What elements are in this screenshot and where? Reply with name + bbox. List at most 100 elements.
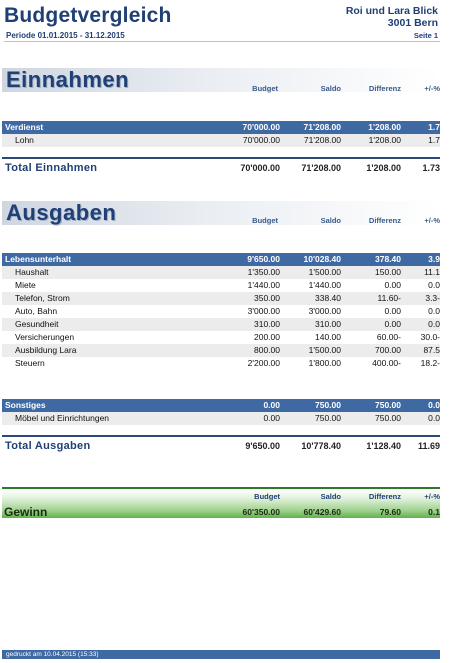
item-diff: 11.60- [377, 293, 401, 303]
item-diff: 150.00 [375, 267, 401, 277]
print-footer: gedruckt am 10.04.2015 (15:33) [2, 650, 440, 659]
table-row: Steuern 2'200.00 1'800.00 400.00- 18.2- [2, 357, 440, 370]
total-diff: 1'128.40 [366, 441, 401, 451]
total-budget: 9'650.00 [245, 441, 280, 451]
col-header-differenz: Differenz [368, 216, 401, 225]
group-pct: 3.9 [428, 254, 440, 264]
total-ausgaben-rule [2, 435, 440, 437]
item-budget: 2'200.00 [247, 358, 280, 368]
item-saldo: 3'000.00 [308, 306, 341, 316]
item-saldo: 750.00 [315, 413, 341, 423]
total-pct: 1.73 [422, 163, 440, 173]
item-diff: 60.00- [376, 332, 401, 342]
gewinn-header-saldo: Saldo [320, 492, 341, 501]
item-budget: 3'000.00 [247, 306, 280, 316]
total-saldo: 71'208.00 [301, 163, 341, 173]
gewinn-label: Gewinn [4, 505, 48, 519]
gewinn-budget: 60'350.00 [242, 507, 280, 517]
item-diff: 750.00 [375, 413, 401, 423]
group-budget: 70'000.00 [242, 122, 280, 132]
table-row: Miete 1'440.00 1'440.00 0.00 0.0 [2, 279, 440, 292]
col-header-budget: Budget [252, 84, 278, 93]
gewinn-header-differenz: Differenz [368, 492, 401, 501]
group-diff: 378.40 [375, 254, 401, 264]
total-einnahmen-row: Total Einnahmen 70'000.00 71'208.00 1'20… [2, 160, 440, 176]
item-pct: 1.7 [428, 135, 440, 145]
group-budget: 0.00 [263, 400, 280, 410]
total-einnahmen-rule [2, 157, 440, 159]
ausgaben-band [2, 201, 440, 225]
owner-name: Roi und Lara Blick [345, 5, 438, 17]
item-label: Ausbildung Lara [15, 345, 77, 355]
item-pct: 0.0 [428, 413, 440, 423]
item-saldo: 71'208.00 [303, 135, 341, 145]
group-diff: 750.00 [375, 400, 401, 410]
col-header-budget: Budget [252, 216, 278, 225]
item-diff: 0.00 [384, 280, 401, 290]
item-label: Telefon, Strom [15, 293, 70, 303]
total-ausgaben-row: Total Ausgaben 9'650.00 10'778.40 1'128.… [2, 438, 440, 454]
report-title: Budgetvergleich [4, 4, 172, 27]
gewinn-band: Budget Saldo Differenz +/-% Gewinn 60'35… [2, 487, 440, 519]
item-budget: 1'440.00 [247, 280, 280, 290]
table-row: Versicherungen 200.00 140.00 60.00- 30.0… [2, 331, 440, 344]
gewinn-header-pct: +/-% [424, 492, 440, 501]
group-saldo: 10'028.40 [303, 254, 341, 264]
group-pct: 0.0 [428, 400, 440, 410]
item-budget: 70'000.00 [242, 135, 280, 145]
group-row-verdienst: Verdienst 70'000.00 71'208.00 1'208.00 1… [2, 121, 440, 134]
group-saldo: 750.00 [315, 400, 341, 410]
header-divider [4, 41, 440, 42]
item-saldo: 1'800.00 [308, 358, 341, 368]
gewinn-pct: 0.1 [428, 507, 440, 517]
item-label: Miete [15, 280, 36, 290]
item-label: Steuern [15, 358, 45, 368]
total-label: Total Einnahmen [5, 162, 98, 174]
page-number: Seite 1 [413, 31, 438, 40]
owner-city: 3001 Bern [387, 17, 438, 29]
item-diff: 0.00 [384, 319, 401, 329]
table-row: Lohn 70'000.00 71'208.00 1'208.00 1.7 [2, 134, 440, 147]
item-saldo: 140.00 [315, 332, 341, 342]
group-diff: 1'208.00 [368, 122, 401, 132]
total-diff: 1'208.00 [366, 163, 401, 173]
einnahmen-band [2, 68, 440, 92]
item-pct: 0.0 [428, 280, 440, 290]
table-row: Haushalt 1'350.00 1'500.00 150.00 11.1 [2, 266, 440, 279]
group-row-sonstiges: Sonstiges 0.00 750.00 750.00 0.0 [2, 399, 440, 412]
item-pct: 0.0 [428, 306, 440, 316]
item-saldo: 1'500.00 [308, 267, 341, 277]
item-budget: 350.00 [254, 293, 280, 303]
total-label: Total Ausgaben [5, 440, 91, 452]
col-header-differenz: Differenz [368, 84, 401, 93]
item-label: Möbel und Einrichtungen [15, 413, 110, 423]
item-label: Lohn [15, 135, 34, 145]
gewinn-saldo: 60'429.60 [303, 507, 341, 517]
item-label: Versicherungen [15, 332, 75, 342]
table-row: Möbel und Einrichtungen 0.00 750.00 750.… [2, 412, 440, 425]
item-label: Haushalt [15, 267, 49, 277]
item-budget: 200.00 [254, 332, 280, 342]
item-label: Auto, Bahn [15, 306, 58, 316]
table-row: Auto, Bahn 3'000.00 3'000.00 0.00 0.0 [2, 305, 440, 318]
item-pct: 3.3- [425, 293, 440, 303]
item-diff: 0.00 [384, 306, 401, 316]
group-label: Sonstiges [5, 400, 46, 410]
report-period: Periode 01.01.2015 - 31.12.2015 [6, 31, 125, 40]
table-row: Telefon, Strom 350.00 338.40 11.60- 3.3- [2, 292, 440, 305]
group-row-lebensunterhalt: Lebensunterhalt 9'650.00 10'028.40 378.4… [2, 253, 440, 266]
item-pct: 87.5 [423, 345, 440, 355]
group-label: Verdienst [5, 122, 44, 132]
total-budget: 70'000.00 [240, 163, 280, 173]
col-header-saldo: Saldo [320, 84, 341, 93]
col-header-pct: +/-% [424, 216, 440, 225]
gewinn-header-budget: Budget [254, 492, 280, 501]
total-pct: 11.69 [417, 441, 440, 451]
table-row: Ausbildung Lara 800.00 1'500.00 700.00 8… [2, 344, 440, 357]
owner-block: Roi und Lara Blick 3001 Bern [346, 5, 438, 29]
einnahmen-title: Einnahmen [6, 67, 130, 92]
col-header-pct: +/-% [424, 84, 440, 93]
group-label: Lebensunterhalt [5, 254, 72, 264]
group-pct: 1.7 [428, 122, 440, 132]
item-budget: 800.00 [254, 345, 280, 355]
